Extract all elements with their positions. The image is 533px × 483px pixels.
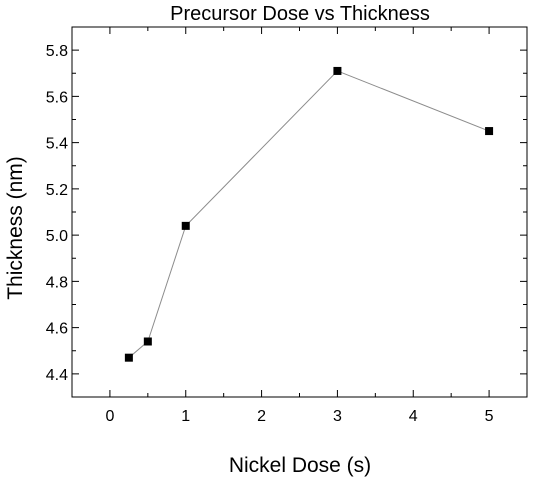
x-tick-label: 0 (105, 408, 114, 425)
x-tick-label: 5 (485, 408, 494, 425)
y-tick-label: 5.4 (46, 136, 68, 153)
y-tick-label: 4.4 (46, 367, 68, 384)
y-axis: 4.4 4.6 4.8 5.0 5.2 5.4 5.6 5.8 (46, 26, 527, 398)
y-tick-label: 5.8 (46, 43, 68, 60)
y-tick-label: 4.8 (46, 274, 68, 291)
data-point (143, 337, 152, 346)
x-axis: 0 1 2 3 4 5 (71, 27, 528, 425)
chart-title: Precursor Dose vs Thickness (170, 3, 430, 25)
data-point (124, 353, 133, 362)
data-point (333, 66, 342, 75)
y-tick-label: 4.6 (46, 321, 68, 338)
x-tick-label: 1 (181, 408, 190, 425)
x-axis-label: Nickel Dose (s) (229, 454, 371, 477)
data-point (181, 221, 190, 230)
data-point (485, 127, 494, 136)
x-tick-label: 3 (333, 408, 342, 425)
x-tick-label: 4 (409, 408, 418, 425)
y-tick-label: 5.2 (46, 182, 68, 199)
y-axis-label: Thickness (nm) (4, 156, 27, 300)
y-tick-label: 5.6 (46, 89, 68, 106)
plot-frame (71, 26, 528, 398)
x-tick-label: 2 (257, 408, 266, 425)
series-layer (124, 66, 494, 362)
y-tick-label: 5.0 (46, 228, 68, 245)
series-line (128, 70, 490, 359)
